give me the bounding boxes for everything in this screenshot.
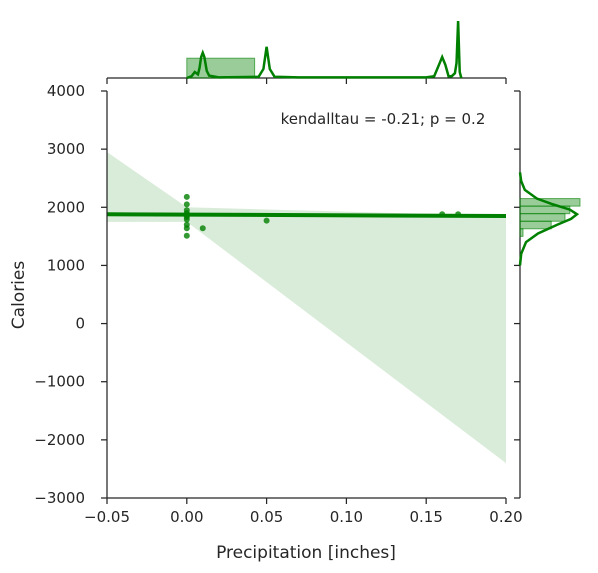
y-tick-label: 1000 — [47, 256, 85, 274]
y-axis-label: Calories — [9, 261, 29, 330]
y-tick-label: −1000 — [34, 373, 85, 391]
y-tick-label: −3000 — [34, 489, 85, 507]
marginal-x-kde — [186, 20, 463, 80]
x-axis-label: Precipitation [inches] — [216, 543, 396, 563]
data-point — [183, 216, 190, 223]
confidence-band-layer — [107, 152, 506, 464]
data-point — [183, 225, 190, 232]
annotation-text: kendalltau = -0.21; p = 0.2 — [281, 110, 486, 128]
x-tick-label: 0.10 — [330, 508, 363, 526]
marginal-y-kde — [518, 172, 580, 266]
data-point — [183, 193, 190, 200]
points-layer — [183, 193, 462, 239]
regression-line — [106, 212, 507, 219]
regression-layer — [106, 212, 507, 219]
data-point — [183, 232, 190, 239]
marginal-y-bar — [519, 228, 524, 237]
main-plot-area — [106, 152, 507, 464]
axes-layer: −0.05 0.00 0.05 0.10 0.15 0.20 −3000 −2000 −1000… — [34, 82, 522, 526]
confidence-band — [107, 152, 506, 464]
y-tick-label: −2000 — [34, 431, 85, 449]
data-point — [199, 225, 206, 232]
data-point — [439, 211, 446, 218]
y-tick-label: 0 — [75, 315, 85, 333]
marginal-y-panel — [514, 90, 581, 499]
x-tick-label: 0.05 — [250, 508, 283, 526]
x-tick-label: 0.20 — [489, 508, 522, 526]
marginal-x-panel — [106, 20, 507, 84]
marginal-y-bar — [519, 213, 566, 222]
y-tick-label: 4000 — [47, 82, 85, 100]
x-tick-label: 0.00 — [170, 508, 203, 526]
y-tick-label: 2000 — [47, 198, 85, 216]
marginal-y-bar — [519, 220, 552, 230]
data-point — [183, 201, 190, 208]
x-tick-label: 0.15 — [409, 508, 442, 526]
x-tick-label: −0.05 — [84, 508, 130, 526]
data-point — [263, 217, 270, 224]
y-tick-label: 3000 — [47, 140, 85, 158]
data-point — [455, 211, 462, 218]
